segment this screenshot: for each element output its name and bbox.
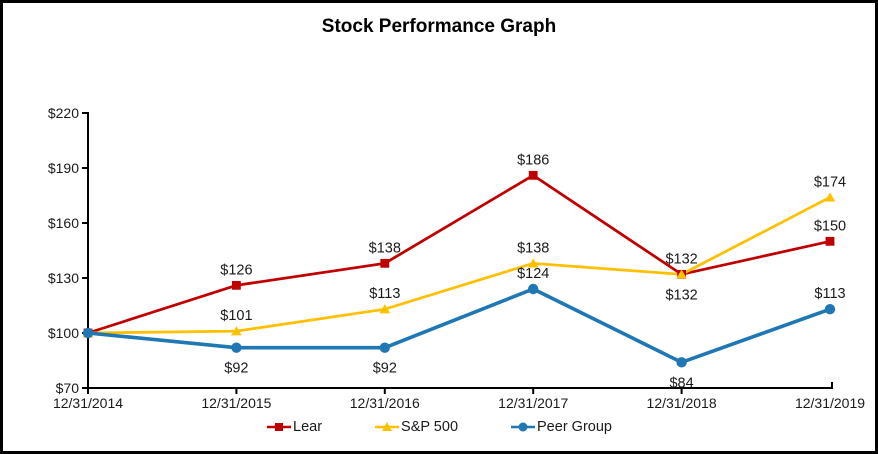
- stock-performance-line-chart: $70 $100 $130 $160 $190 $220 12/31/2014 12/31/2…: [48, 105, 865, 411]
- svg-text:$84: $84: [669, 375, 693, 391]
- svg-text:$190: $190: [48, 160, 79, 176]
- svg-text:12/31/2015: 12/31/2015: [201, 395, 271, 411]
- lear-legend-square: [275, 423, 283, 431]
- svg-text:$160: $160: [48, 215, 79, 231]
- sp500-legend-triangle: [382, 422, 393, 431]
- svg-text:$138: $138: [517, 240, 549, 256]
- svg-text:$70: $70: [56, 380, 80, 396]
- svg-text:$101: $101: [220, 308, 252, 324]
- svg-text:12/31/2016: 12/31/2016: [350, 395, 420, 411]
- svg-text:$113: $113: [369, 286, 400, 302]
- svg-text:$150: $150: [814, 218, 846, 234]
- svg-text:12/31/2017: 12/31/2017: [498, 395, 568, 411]
- svg-text:$186: $186: [517, 152, 549, 168]
- svg-text:$132: $132: [665, 251, 697, 267]
- svg-text:12/31/2019: 12/31/2019: [795, 395, 865, 411]
- svg-text:$220: $220: [48, 105, 79, 121]
- legend-item-sp500: S&P 500: [374, 419, 458, 435]
- sp500-triangle-marker-icon: [375, 422, 400, 431]
- svg-text:$126: $126: [220, 262, 252, 278]
- legend-label-sp500: S&P 500: [401, 419, 459, 435]
- svg-text:$130: $130: [48, 270, 79, 286]
- chart-title: Stock Performance Graph: [321, 16, 557, 37]
- svg-text:$92: $92: [224, 361, 248, 377]
- svg-text:12/31/2018: 12/31/2018: [647, 395, 717, 411]
- legend-item-peer-group: Peer Group: [510, 419, 612, 435]
- svg-text:$124: $124: [517, 266, 549, 282]
- legend-item-lear: Lear: [266, 419, 322, 435]
- peer-group-circle-marker-icon: [511, 422, 536, 432]
- svg-text:$132: $132: [665, 287, 697, 303]
- legend-label-lear: Lear: [293, 419, 323, 435]
- svg-text:$138: $138: [369, 240, 401, 256]
- svg-text:$113: $113: [814, 286, 845, 302]
- svg-text:$92: $92: [373, 361, 397, 377]
- svg-text:$100: $100: [48, 325, 79, 341]
- svg-text:12/31/2014: 12/31/2014: [53, 395, 123, 411]
- lear-square-marker-icon: [267, 423, 291, 431]
- peer-group-legend-circle: [518, 422, 528, 432]
- legend-label-peer-group: Peer Group: [537, 419, 612, 435]
- svg-text:$174: $174: [814, 174, 846, 190]
- chart-legend: Lear S&P 500 Peer Group: [3, 419, 875, 435]
